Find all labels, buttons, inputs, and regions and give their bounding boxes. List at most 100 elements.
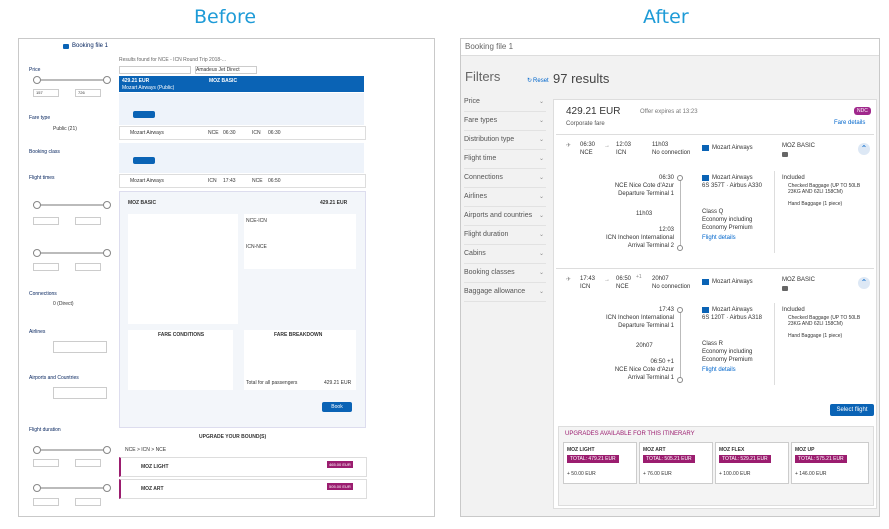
- upgrade-moz-flex[interactable]: MOZ FLEX TOTAL: 529.21 EUR + 100.00 EUR: [715, 442, 789, 484]
- offer-price: 429.21 EUR: [122, 78, 150, 84]
- seg1-arr-time: 12:03: [658, 227, 674, 233]
- duration-min-2[interactable]: [33, 498, 59, 506]
- filter-connections[interactable]: Connections ⌄: [464, 169, 546, 188]
- filter-airlines[interactable]: Airlines ⌄: [464, 188, 546, 207]
- filter-price[interactable]: Price ⌄: [464, 93, 546, 112]
- flight-row-2[interactable]: Mozart Airways ICN 17:43 NCE 06:50: [119, 174, 366, 188]
- seg2-bag2: Hand Baggage (1 piece): [788, 333, 843, 339]
- upgrade-option-2[interactable]: MOZ ART 505.00 EUR: [119, 479, 367, 499]
- collapse-button[interactable]: ⌃: [858, 143, 870, 155]
- bound-2[interactable]: ✈ 17:43 ICN → 06:50 +1 NCE 20h07 No conn…: [556, 268, 874, 399]
- bound-1[interactable]: ✈ 06:30 NCE → 12:03 ICN 11h03 No connect…: [556, 134, 874, 259]
- seg2-airline: Mozart Airways: [712, 307, 753, 313]
- bound-1-duration: 11h03: [652, 142, 669, 148]
- bound-2-select[interactable]: [133, 157, 155, 164]
- price-slider[interactable]: [33, 76, 111, 84]
- divider: [774, 303, 775, 385]
- timeline-dot: [677, 307, 683, 313]
- filter-distribution[interactable]: Distribution type ⌄: [464, 131, 546, 150]
- filter-fare-type[interactable]: Fare type: [29, 115, 51, 121]
- price-min[interactable]: 157: [33, 89, 59, 97]
- arrow-right-icon: →: [604, 277, 610, 283]
- filter-connections[interactable]: Connections: [29, 291, 57, 297]
- filter-booking-class[interactable]: Booking class: [29, 149, 60, 155]
- seg1-class: Class Q: [702, 209, 724, 215]
- results-text: Results found for NCE - ICN Round Trip 2…: [119, 57, 226, 63]
- duration-min-1[interactable]: [33, 459, 59, 467]
- bound-1-box: [119, 93, 364, 125]
- duration-slider-2[interactable]: [33, 484, 111, 492]
- airline-select[interactable]: Amadeus Jet Direct: [195, 66, 257, 74]
- fare-breakdown-title: FARE BREAKDOWN: [274, 332, 323, 338]
- bound-2-connection: No connection: [652, 284, 691, 290]
- upgrade-add-price: + 50.00 EUR: [567, 471, 596, 477]
- bound-1-connection: No connection: [652, 150, 691, 156]
- seg2-flight-details[interactable]: Flight details: [702, 367, 736, 373]
- filter-airports[interactable]: Airports and countries ⌄: [464, 207, 546, 226]
- detail-seg2: ICN-NCE: [246, 244, 267, 250]
- seg2-arr-time: 06:50 +1: [650, 359, 674, 365]
- booking-icon: [63, 44, 69, 49]
- time-max-1[interactable]: [75, 217, 101, 225]
- seg1-arr-term: Arrival Terminal 2: [627, 243, 674, 249]
- filter-fare-types[interactable]: Fare types ⌄: [464, 112, 546, 131]
- airline-logo-icon: [702, 145, 709, 151]
- chevron-down-icon: ⌄: [538, 270, 544, 276]
- price-max[interactable]: 726: [75, 89, 101, 97]
- filter-flight-duration[interactable]: Flight duration ⌄: [464, 226, 546, 245]
- connections-option[interactable]: 0 (Direct): [53, 301, 74, 307]
- flight-1-airline: Mozart Airways: [130, 130, 164, 136]
- seg2-dep-term: Departure Terminal 1: [618, 323, 674, 329]
- collapse-button[interactable]: ⌃: [858, 277, 870, 289]
- before-label: Before: [194, 6, 257, 28]
- fare-type-option[interactable]: Public (21): [53, 126, 77, 132]
- time-min-1[interactable]: [33, 217, 59, 225]
- seg1-flight-details[interactable]: Flight details: [702, 235, 736, 241]
- duration-slider-1[interactable]: [33, 446, 111, 454]
- filter-cabins[interactable]: Cabins ⌄: [464, 245, 546, 264]
- airline-search[interactable]: [53, 341, 107, 353]
- bound-2-dep-code: ICN: [580, 284, 591, 290]
- filter-duration[interactable]: Flight duration: [29, 427, 61, 433]
- filter-booking-classes[interactable]: Booking classes ⌄: [464, 264, 546, 283]
- duration-max-1[interactable]: [75, 459, 101, 467]
- seg1-arr-airport: ICN Incheon International: [605, 235, 674, 241]
- filter-flight-times[interactable]: Flight times: [29, 175, 55, 181]
- select-flight-button[interactable]: Select flight: [830, 404, 874, 416]
- filter-baggage[interactable]: Baggage allowance ⌄: [464, 283, 546, 302]
- seg2-arr-term: Arrival Terminal 1: [627, 375, 674, 381]
- before-header: Booking file 1: [63, 43, 108, 50]
- sort-select[interactable]: [119, 66, 191, 74]
- duration-max-2[interactable]: [75, 498, 101, 506]
- time-max-2[interactable]: [75, 263, 101, 271]
- reset-button[interactable]: ↻ Reset: [527, 77, 549, 85]
- flight-2-airline: Mozart Airways: [130, 178, 164, 184]
- upgrade-title: UPGRADE YOUR BOUND(S): [199, 434, 267, 440]
- timeline-dot: [677, 377, 683, 383]
- chevron-down-icon: ⌄: [538, 156, 544, 162]
- time-min-2[interactable]: [33, 263, 59, 271]
- time-slider-1[interactable]: [33, 201, 111, 209]
- offer-header[interactable]: 429.21 EUR Mozart Airways (Public) MOZ B…: [119, 76, 364, 92]
- fare-details-link[interactable]: Fare details: [834, 120, 866, 126]
- bound-2-fare: MOZ BASIC: [782, 277, 816, 283]
- upgrade-option-1[interactable]: MOZ LIGHT 465.00 EUR: [119, 457, 367, 477]
- flight-row-1[interactable]: Mozart Airways NCE 06:30 ICN 06:30: [119, 126, 366, 140]
- filter-flight-time[interactable]: Flight time ⌄: [464, 150, 546, 169]
- seg2-class: Class R: [702, 341, 724, 347]
- filter-airports[interactable]: Airports and Countries: [29, 375, 79, 381]
- airport-search[interactable]: [53, 387, 107, 399]
- upgrade-moz-light[interactable]: MOZ LIGHT TOTAL: 479.21 EUR + 50.00 EUR: [563, 442, 637, 484]
- flight-1-from: NCE: [208, 130, 219, 136]
- time-slider-2[interactable]: [33, 249, 111, 257]
- book-button[interactable]: Book: [322, 402, 352, 412]
- upgrade-moz-up[interactable]: MOZ UP TOTAL: 575.21 EUR + 146.00 EUR: [791, 442, 869, 484]
- filter-airlines[interactable]: Airlines: [29, 329, 46, 335]
- offer-card: 429.21 EUR Offer expires at 13:23 Corpor…: [553, 99, 877, 509]
- airline-logo-icon: [702, 175, 709, 181]
- chevron-down-icon: ⌄: [538, 213, 544, 219]
- upgrade-moz-art[interactable]: MOZ ART TOTAL: 505.21 EUR + 76.00 EUR: [639, 442, 713, 484]
- after-label: After: [643, 6, 689, 28]
- filter-price[interactable]: Price: [29, 67, 41, 73]
- bound-1-select[interactable]: [133, 111, 155, 118]
